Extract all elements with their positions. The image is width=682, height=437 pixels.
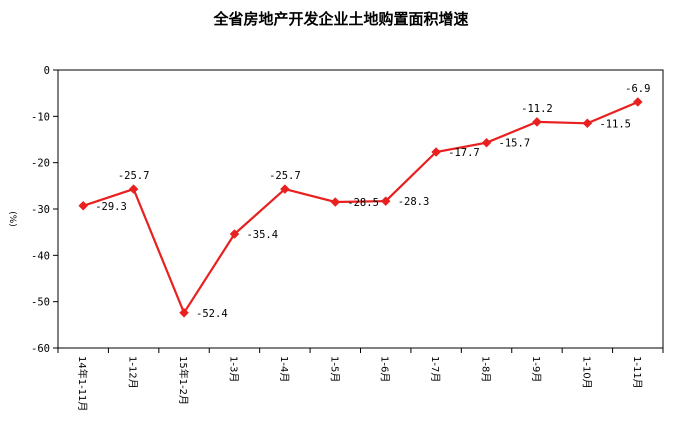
plot-area [57, 69, 664, 349]
data-label: -28.3 [398, 196, 430, 208]
x-tick-label: 15年1-2月 [177, 356, 190, 405]
data-label: -52.4 [196, 308, 228, 320]
data-point-marker [481, 137, 492, 148]
x-tick-label: 1-5月 [328, 356, 340, 382]
x-tick-label: 1-3月 [227, 356, 239, 382]
data-label: -28.5 [347, 197, 379, 209]
data-point-marker [280, 184, 290, 194]
data-point-marker [380, 196, 391, 206]
series-markers [78, 97, 643, 318]
data-point-marker [431, 147, 441, 157]
x-tick-label: 1-12月 [127, 356, 139, 389]
data-labels: -29.3 -25.7 -52.4 -35.4 -25.7 -28.5 -28.3 -17.7… [95, 83, 650, 320]
data-label: -29.3 [95, 201, 127, 213]
y-tick-label: -60 [31, 343, 50, 355]
data-label: -25.7 [118, 170, 150, 182]
x-tick-label: 1-11月 [631, 356, 643, 389]
data-point-marker [179, 307, 189, 318]
series-line [82, 100, 639, 316]
x-tick-label: 14年1-11月 [76, 356, 89, 411]
data-label: -15.7 [499, 138, 531, 150]
y-axis-label: (%) [7, 211, 17, 227]
y-tick-label: -30 [31, 204, 50, 216]
chart-title: 全省房地产开发企业土地购置面积增速 [212, 10, 468, 28]
y-tick-label: -20 [31, 158, 50, 170]
x-tick-label: 1-6月 [379, 356, 391, 382]
data-label: -6.9 [625, 83, 650, 95]
x-tick-label: 1-9月 [530, 356, 542, 382]
data-point-marker [582, 118, 593, 129]
y-tick-label: -40 [31, 250, 50, 262]
x-tick-label: 1-10月 [580, 356, 592, 389]
x-tick-label: 1-4月 [278, 356, 290, 382]
x-tick-label: 1-7月 [429, 356, 441, 382]
x-tick-label: 1-8月 [480, 356, 492, 382]
y-tick-label: -50 [31, 297, 50, 309]
data-label: -35.4 [246, 229, 278, 241]
data-point-marker [330, 197, 341, 207]
data-label: -11.2 [521, 103, 553, 115]
x-axis: 14年1-11月 1-12月 15年1-2月 1-3月 1-4月 1-5月 1-6月 1-7月… [57, 348, 664, 411]
data-point-marker [128, 184, 139, 194]
data-point-marker [78, 200, 89, 211]
y-tick-label: -10 [31, 111, 50, 123]
data-point-marker [229, 229, 240, 239]
y-tick-label: 0 [44, 65, 50, 77]
data-label: -11.5 [599, 118, 631, 130]
data-point-marker [632, 97, 643, 107]
data-label: -17.7 [448, 147, 480, 159]
data-label: -25.7 [269, 170, 301, 182]
y-axis: 0 -10 -20 -30 -40 -50 -60 [31, 65, 58, 355]
data-point-marker [532, 117, 542, 127]
